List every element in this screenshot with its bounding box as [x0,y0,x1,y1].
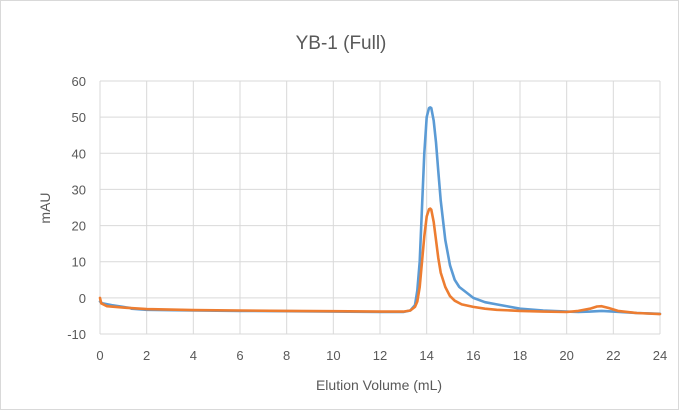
x-tick-label: 2 [143,348,150,363]
y-tick-label: 10 [72,255,86,270]
x-tick-label: 20 [559,348,573,363]
x-tick-label: 6 [236,348,243,363]
x-tick-labels: 0 2 4 6 8 10 12 14 16 18 20 22 24 [96,348,667,363]
y-tick-label: 60 [72,74,86,89]
x-tick-label: 8 [283,348,290,363]
y-axis-label: mAU [37,192,53,223]
x-tick-label: 16 [466,348,480,363]
y-tick-labels: -10 0 10 20 30 40 50 60 [67,74,86,342]
y-tick-label: 0 [79,291,86,306]
y-tick-label: 20 [72,219,86,234]
x-tick-label: 12 [373,348,387,363]
x-tick-label: 18 [513,348,527,363]
grid [99,80,661,335]
series-layer [98,106,662,316]
x-tick-label: 14 [419,348,433,363]
x-tick-label: 22 [606,348,620,363]
y-tick-label: 40 [72,146,86,161]
x-tick-label: 4 [190,348,197,363]
y-tick-label: 50 [72,110,86,125]
x-axis-label: Elution Volume (mL) [316,377,442,393]
x-tick-label: 0 [96,348,103,363]
x-tick-label: 10 [326,348,340,363]
y-tick-label: -10 [67,327,86,342]
x-tick-label: 24 [653,348,667,363]
y-tick-label: 30 [72,182,86,197]
series-line-2 [98,207,662,316]
chart-title: YB-1 (Full) [296,33,387,54]
